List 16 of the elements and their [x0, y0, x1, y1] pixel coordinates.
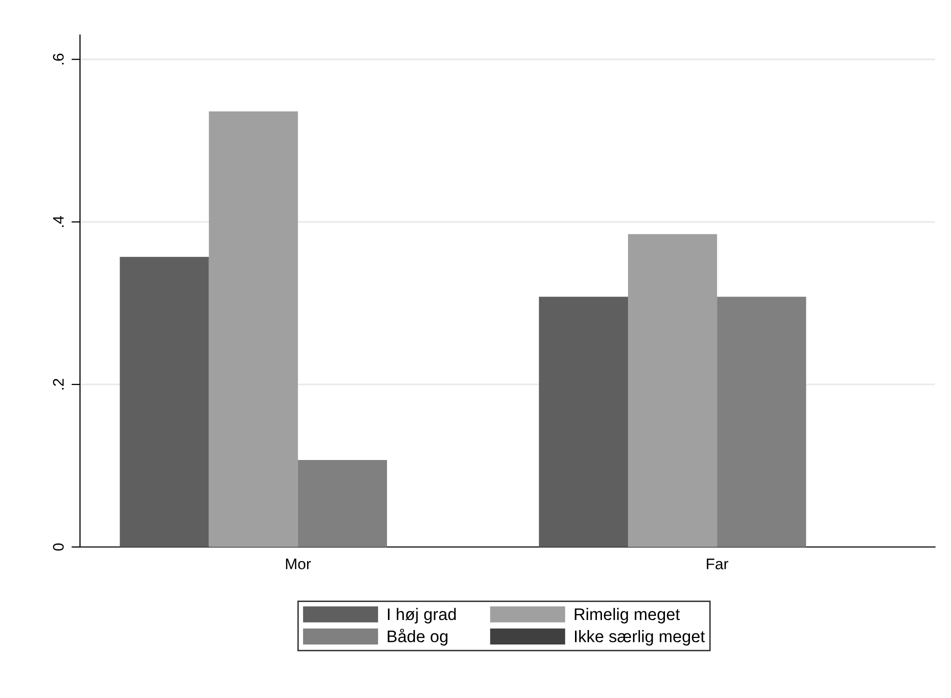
bar [120, 256, 209, 547]
y-tick-label: .2 [52, 378, 64, 390]
y-tick-label: .6 [52, 54, 64, 64]
bar [538, 296, 628, 547]
bar [717, 296, 806, 547]
y-tick-label: 0 [52, 543, 64, 551]
x-tick-label: Far [706, 558, 728, 570]
bar [208, 111, 298, 547]
legend-label: Rimelig meget [574, 608, 680, 624]
bar [298, 460, 388, 547]
y-tick-label: .4 [53, 216, 64, 227]
x-tick-label: Mor [286, 558, 311, 570]
legend-label: Ikke særlig meget [575, 630, 705, 646]
legend-label: I høj grad [388, 608, 456, 624]
bar [628, 234, 718, 547]
legend-label: Både og [388, 628, 448, 646]
